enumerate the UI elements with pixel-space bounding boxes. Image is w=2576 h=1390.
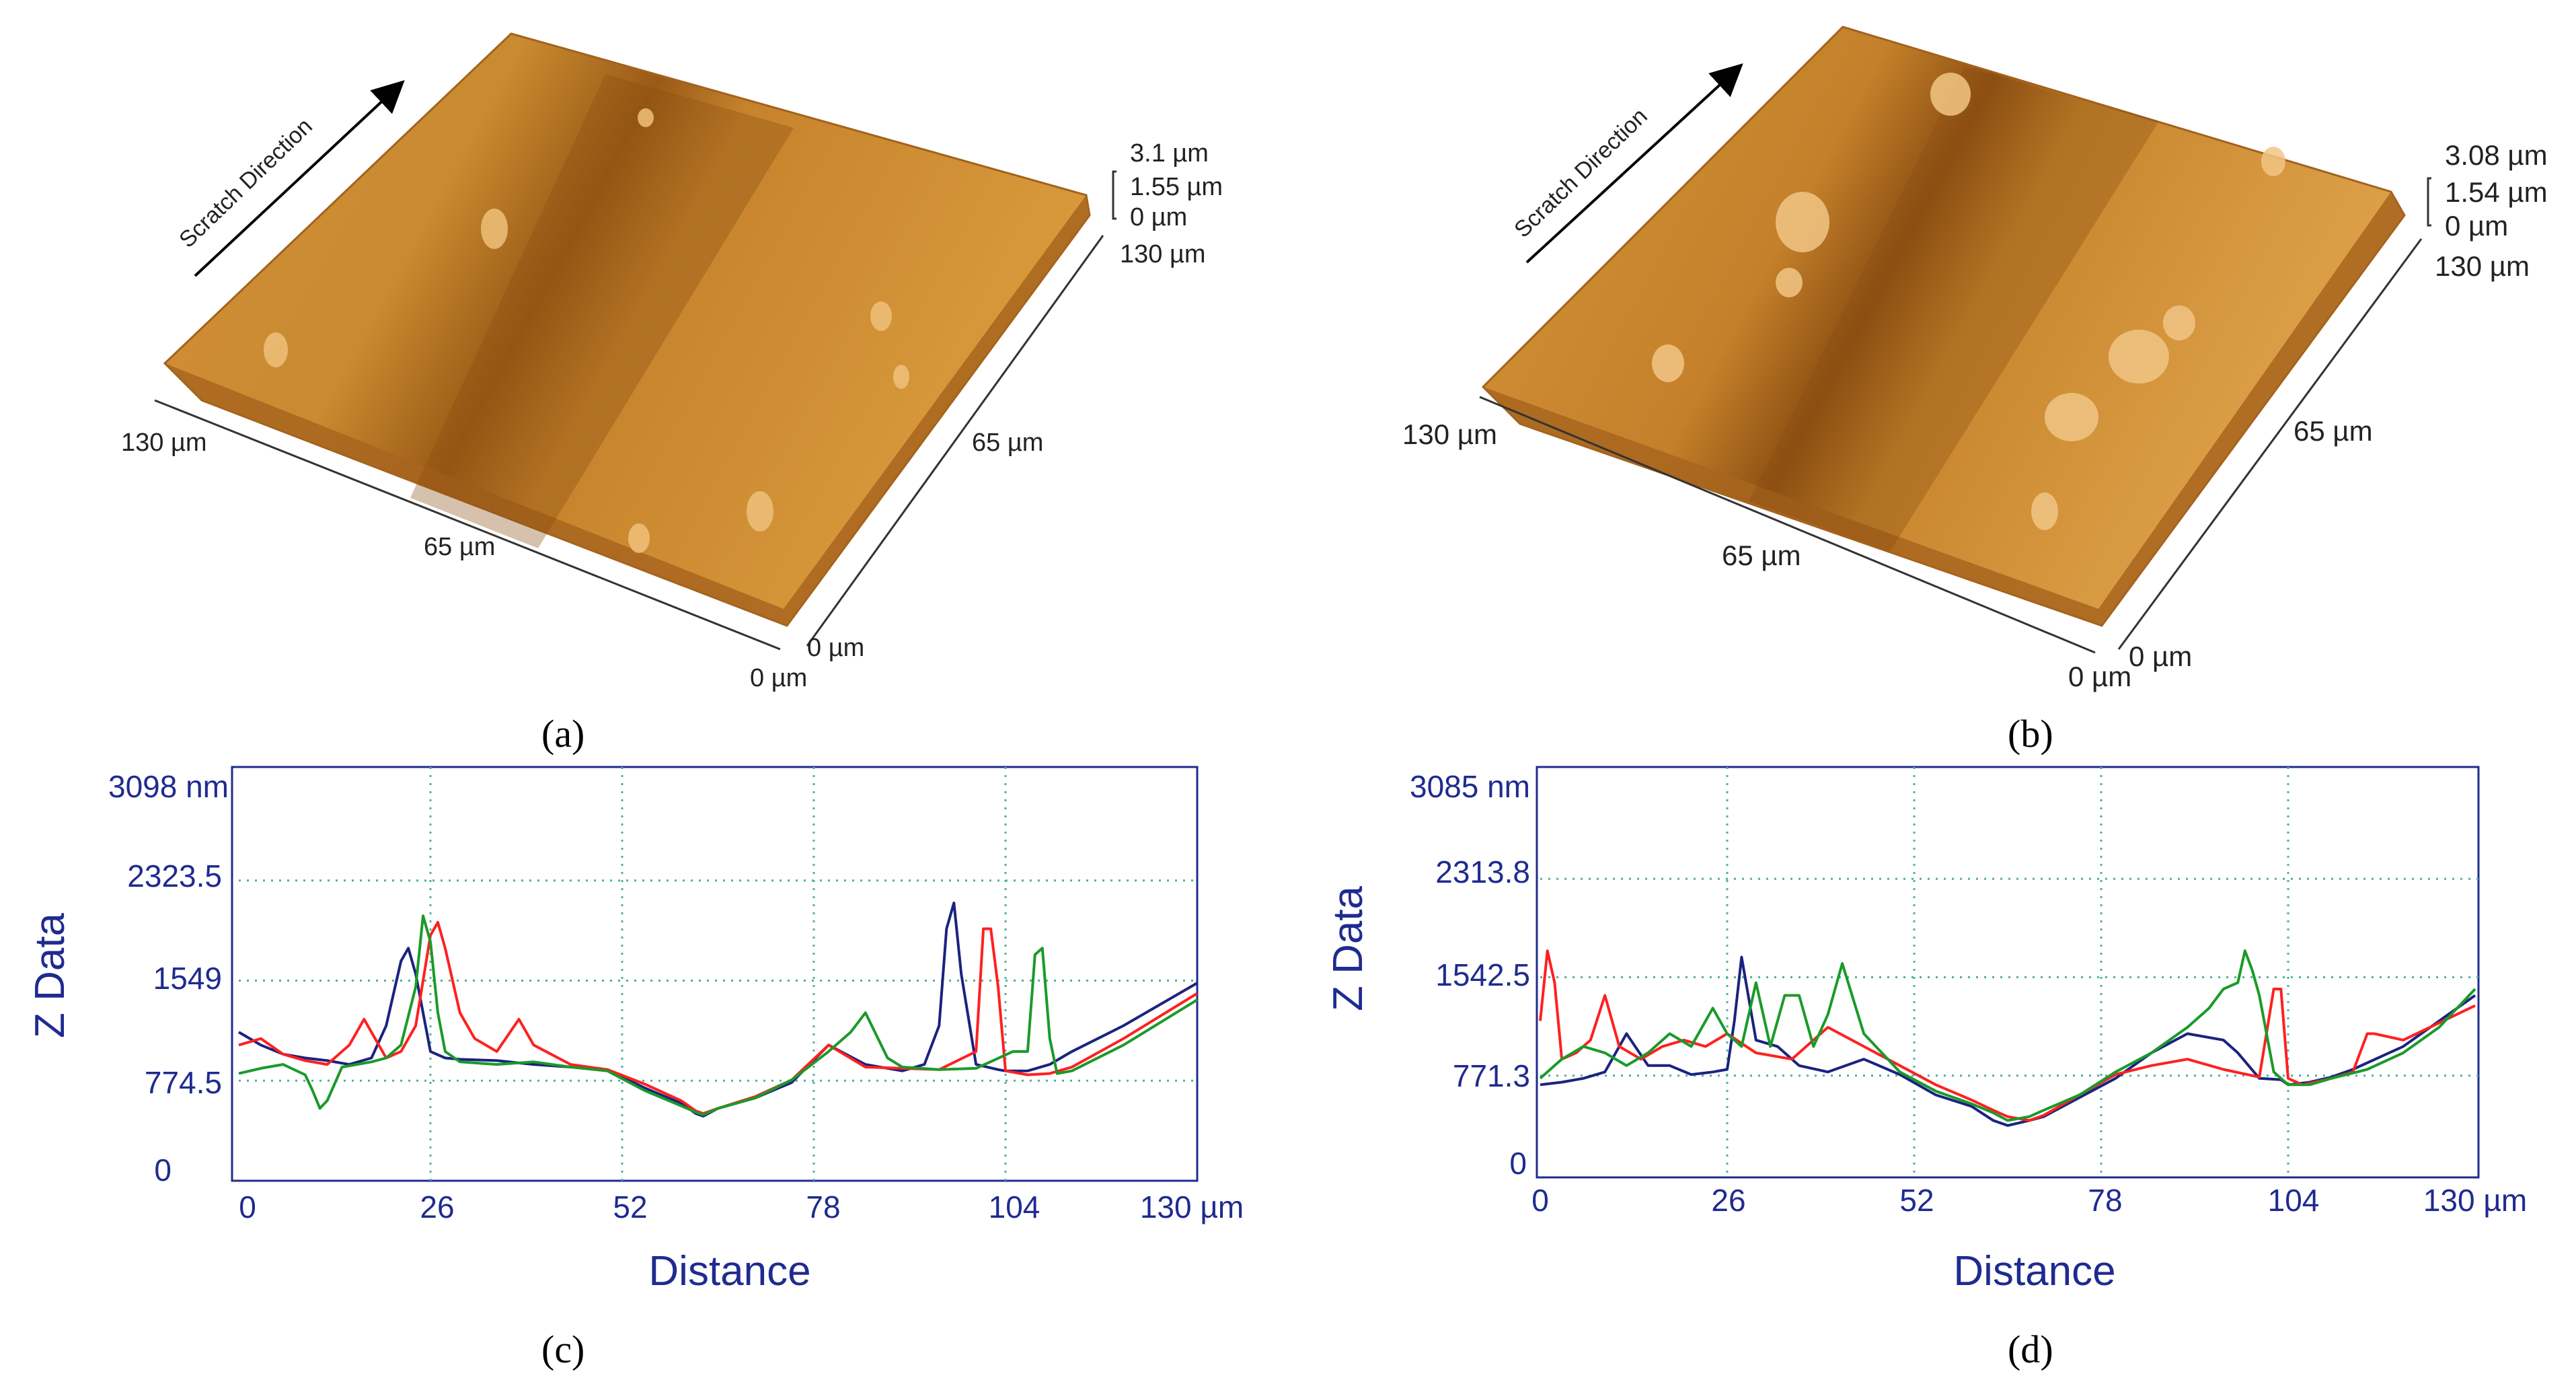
x-tick-c-1: 26 — [420, 1190, 454, 1224]
x-axis-title-d: Distance — [1953, 1248, 2115, 1294]
x-tick-d-2: 52 — [1899, 1183, 1934, 1218]
x-tick-c-5: 130 µm — [1140, 1190, 1244, 1224]
caption-b: (b) — [2008, 712, 2053, 756]
x-zero-label-a: 0 µm — [750, 664, 807, 692]
series-d — [1539, 949, 2476, 1127]
y-tick-d-0: 3085 nm — [1410, 769, 1530, 804]
scratch-groove-b — [1749, 67, 2159, 552]
panel-a: Scratch Direction 3.1 µm 1.55 µm 0 µm 13… — [121, 32, 1223, 756]
series-line-d-green — [1539, 949, 2476, 1122]
caption-c: (c) — [541, 1327, 584, 1371]
z-scale-bracket-a — [1112, 170, 1116, 220]
plot-frame-c — [231, 766, 1199, 1182]
series-line-d-blue — [1540, 955, 2476, 1127]
z-tick-a-1: 1.55 µm — [1130, 173, 1223, 201]
scratch-direction-label-b: Scratch Direction — [1509, 104, 1653, 243]
z-tick-b-1: 1.54 µm — [2445, 176, 2548, 208]
series-c — [237, 902, 1199, 1118]
y-axis-title-d: Z Data — [1325, 885, 1371, 1011]
x-axis-title-c: Distance — [648, 1248, 810, 1294]
y-tick-c-0: 3098 nm — [108, 769, 229, 804]
y-axis-title-c: Z Data — [27, 912, 73, 1038]
x-tick-c-3: 78 — [806, 1190, 840, 1224]
y-mid-label-a: 65 µm — [972, 429, 1043, 457]
y-mid-label-b: 65 µm — [2294, 415, 2373, 447]
scratch-direction-arrow-a — [194, 80, 405, 277]
x-mid-label-a: 65 µm — [424, 533, 495, 561]
y-tick-d-2: 1542.5 — [1435, 957, 1530, 992]
y-tick-c-4: 0 — [154, 1153, 172, 1187]
x-tick-c-0: 0 — [239, 1190, 256, 1224]
z-scale-bracket-b — [2427, 177, 2431, 227]
z-tick-b-2: 0 µm — [2445, 210, 2508, 242]
y-zero-label-b: 0 µm — [2129, 641, 2192, 672]
y-tick-d-4: 0 — [1509, 1146, 1527, 1181]
x-tick-d-4: 104 — [2268, 1183, 2320, 1218]
y-max-label-a: 130 µm — [1120, 240, 1206, 268]
y-max-label-b: 130 µm — [2435, 250, 2530, 282]
x-max-label-b: 130 µm — [1402, 418, 1497, 450]
x-tick-c-4: 104 — [989, 1190, 1040, 1224]
y-axis-line-b — [2117, 238, 2423, 650]
caption-d: (d) — [2008, 1327, 2053, 1371]
z-tick-a-2: 0 µm — [1130, 203, 1187, 231]
caption-a: (a) — [541, 712, 584, 756]
plot-frame-d — [1536, 766, 2480, 1179]
z-tick-b-0: 3.08 µm — [2445, 139, 2548, 171]
y-tick-d-1: 2313.8 — [1435, 854, 1530, 889]
y-axis-line-a — [806, 235, 1104, 647]
y-tick-c-1: 2323.5 — [127, 858, 222, 893]
chart-d: 3085 nm 2313.8 1542.5 771.3 0 0 26 52 78… — [1325, 766, 2527, 1371]
scratch-direction-arrow-b — [1525, 63, 1743, 264]
surface-edge-b — [1483, 192, 2404, 626]
surface-edge-a — [165, 195, 1090, 626]
x-max-label-a: 130 µm — [121, 429, 207, 457]
x-tick-d-1: 26 — [1711, 1183, 1745, 1218]
x-tick-d-0: 0 — [1531, 1183, 1549, 1218]
y-zero-label-a: 0 µm — [807, 634, 864, 662]
surface-bumps-b — [1652, 73, 2285, 530]
series-line-c-red — [238, 920, 1199, 1115]
x-tick-c-2: 52 — [613, 1190, 647, 1224]
x-zero-label-b: 0 µm — [2068, 661, 2131, 692]
y-tick-d-3: 771.3 — [1453, 1058, 1530, 1093]
y-tick-c-2: 1549 — [153, 961, 222, 996]
grid-d — [1540, 767, 2478, 1174]
x-mid-label-b: 65 µm — [1722, 540, 1801, 571]
y-tick-c-3: 774.5 — [145, 1065, 222, 1100]
series-line-d-red — [1539, 949, 2476, 1122]
chart-c: 3098 nm 2323.5 1549 774.5 0 0 26 52 78 1… — [27, 766, 1244, 1371]
x-tick-d-5: 130 µm — [2423, 1183, 2527, 1218]
series-line-c-green — [238, 914, 1199, 1116]
panel-b: Scratch Direction 3.08 µm 1.54 µm 0 µm 1… — [1402, 26, 2548, 756]
x-axis-line-a — [154, 399, 781, 651]
z-tick-a-0: 3.1 µm — [1130, 139, 1209, 168]
x-axis-line-b — [1479, 396, 2096, 654]
scratch-groove-a — [410, 74, 794, 548]
surface-bumps-a — [264, 108, 909, 553]
x-tick-d-3: 78 — [2088, 1183, 2122, 1218]
